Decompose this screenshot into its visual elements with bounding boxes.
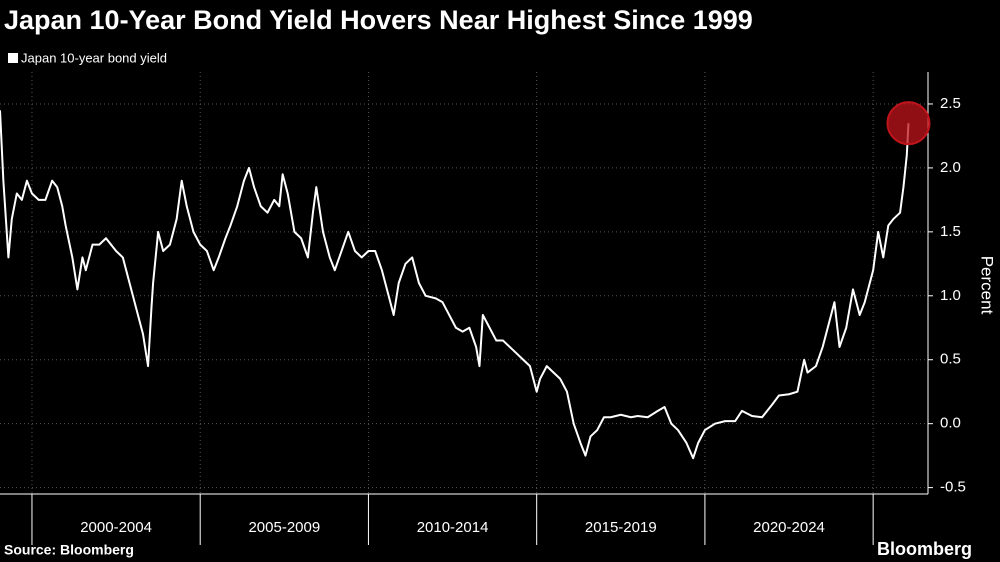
x-tick-label: 2000-2004 bbox=[80, 519, 152, 536]
y-tick-label: 0.5 bbox=[940, 351, 961, 368]
y-tick-label: 1.5 bbox=[940, 223, 961, 240]
x-tick-label: 2010-2014 bbox=[417, 519, 489, 536]
x-tick-label: 2015-2019 bbox=[585, 519, 657, 536]
x-tick-label: 2020-2024 bbox=[753, 519, 825, 536]
legend-swatch bbox=[8, 53, 18, 63]
y-axis-label: Percent bbox=[978, 256, 997, 315]
brand: Bloomberg bbox=[877, 539, 972, 559]
y-tick-label: 1.0 bbox=[940, 287, 961, 304]
highlight-circle bbox=[886, 101, 931, 146]
x-tick-label: 2005-2009 bbox=[248, 519, 320, 536]
y-tick-label: 2.0 bbox=[940, 159, 961, 176]
chart-title: Japan 10-Year Bond Yield Hovers Near Hig… bbox=[4, 5, 753, 35]
y-tick-label: -0.5 bbox=[940, 479, 966, 496]
y-tick-label: 0.0 bbox=[940, 415, 961, 432]
y-tick-label: 2.5 bbox=[940, 95, 961, 112]
series-line bbox=[0, 110, 910, 460]
source: Source: Bloomberg bbox=[4, 542, 134, 558]
legend-label: Japan 10-year bond yield bbox=[21, 50, 167, 65]
